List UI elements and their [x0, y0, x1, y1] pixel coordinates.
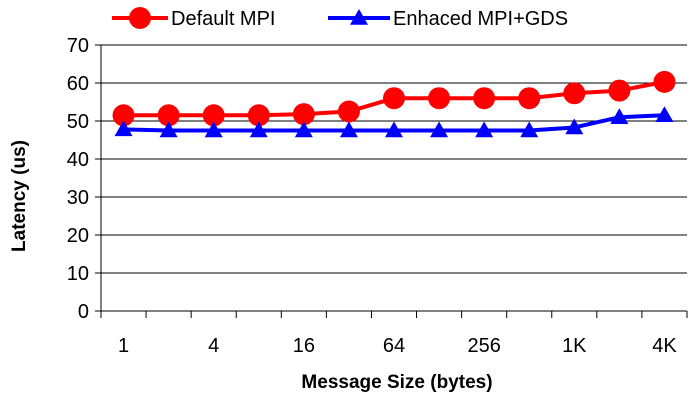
- x-tick-label: 4K: [652, 335, 677, 357]
- y-tick-labels: 0 10 20 30 40 50 60 70: [67, 35, 89, 323]
- data-point: [157, 104, 180, 127]
- series-default-mpi: [112, 70, 676, 127]
- data-point: [655, 106, 674, 123]
- data-point: [337, 100, 360, 123]
- data-point: [653, 70, 676, 93]
- y-tick-label: 10: [67, 263, 89, 285]
- x-tick-label: 256: [467, 335, 500, 357]
- legend-item: Enhaced MPI+GDS: [328, 8, 568, 30]
- data-point: [610, 108, 629, 124]
- data-point: [475, 121, 494, 138]
- x-tick-label: 1K: [562, 335, 587, 357]
- grid-lines: [101, 44, 687, 274]
- axes: [95, 44, 688, 318]
- data-point: [204, 121, 223, 138]
- x-tick-label: 1: [118, 335, 129, 357]
- y-axis-title: Latency (us): [9, 140, 30, 252]
- circle-marker-icon: [129, 7, 151, 29]
- triangle-marker-icon: [350, 9, 368, 25]
- data-point: [159, 121, 178, 138]
- x-tick-label: 4: [208, 335, 219, 357]
- y-tick-label: 0: [78, 301, 89, 323]
- legend-label: Default MPI: [171, 8, 275, 30]
- x-tick-label: 64: [383, 335, 405, 357]
- data-point: [294, 121, 313, 138]
- y-tick-label: 70: [67, 35, 89, 57]
- data-point: [339, 121, 358, 138]
- data-point: [563, 82, 586, 105]
- data-point: [292, 103, 315, 126]
- x-axis-title: Message Size (bytes): [301, 372, 492, 393]
- data-point: [473, 87, 496, 110]
- y-tick-label: 60: [67, 73, 89, 95]
- data-point: [114, 120, 133, 137]
- series-enhaced-mpi-gds: [114, 106, 674, 138]
- x-tick-labels: 1 4 16 64 256 1K 4K: [118, 335, 677, 357]
- data-point: [249, 121, 268, 138]
- data-point: [428, 87, 451, 110]
- legend-item: Default MPI: [112, 7, 275, 30]
- data-point: [520, 121, 539, 138]
- data-point: [608, 79, 631, 102]
- data-point: [383, 87, 405, 110]
- data-point: [112, 104, 135, 127]
- data-point: [202, 104, 225, 127]
- data-point: [430, 121, 449, 138]
- y-tick-label: 20: [67, 225, 89, 247]
- legend-label: Enhaced MPI+GDS: [393, 8, 568, 30]
- legend: Default MPI Enhaced MPI+GDS: [112, 7, 568, 30]
- y-tick-label: 30: [67, 187, 89, 209]
- y-tick-label: 40: [67, 149, 89, 171]
- data-point: [247, 104, 270, 127]
- data-point: [518, 87, 541, 110]
- data-point: [565, 118, 584, 135]
- x-tick-label: 16: [293, 335, 315, 357]
- series-group: [112, 70, 676, 138]
- data-point: [385, 121, 403, 138]
- y-tick-label: 50: [67, 111, 89, 133]
